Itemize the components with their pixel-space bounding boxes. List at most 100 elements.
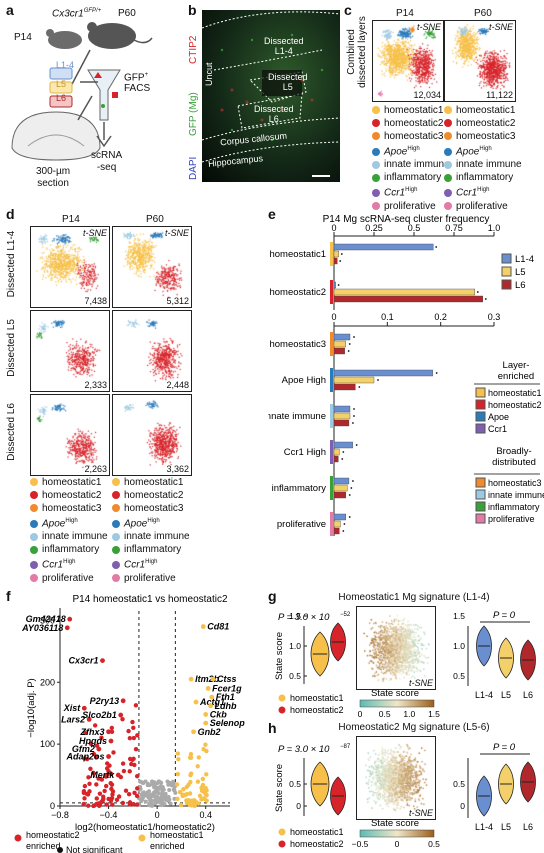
legend-dot [112, 491, 120, 500]
legend-label: inflammatory [488, 502, 540, 512]
point-h2 [135, 733, 140, 738]
tick-label: −0.4 [100, 810, 118, 820]
cluster-legend-c-right: homeostatic1 homeostatic2 homeostatic3 Apoe… [444, 104, 522, 213]
point-ns [160, 785, 165, 790]
point-h1 [189, 803, 194, 808]
point-h2 [104, 783, 109, 789]
legend-item-innate: innate immune [30, 530, 108, 543]
legend-label: innate immune [124, 531, 190, 543]
region-l6: Dissected L6 [254, 104, 294, 124]
point-h2 [94, 782, 99, 787]
colorbar-tick: 1.5 [428, 709, 440, 719]
tick-label: 0.5 [408, 223, 421, 233]
point-h2 [94, 801, 99, 807]
point-h1 [181, 787, 186, 792]
point-h2 [133, 747, 139, 752]
gene-label: Selenop [210, 718, 246, 728]
point-ns [143, 779, 148, 784]
tick-label: 0.5 [289, 779, 301, 789]
legend-item-homeostatic2: homeostatic2 [372, 117, 450, 130]
panel-a-illustration [11, 22, 153, 161]
point-h2 [109, 729, 115, 734]
labelled-point [200, 624, 206, 629]
tick-label: 0.2 [434, 312, 447, 322]
point-ns [160, 794, 165, 799]
p60-label: P60 [118, 8, 136, 19]
c-col-p60: P60 [474, 8, 492, 19]
point-h2 [87, 789, 92, 794]
legend-item-homeostatic1: homeostatic1 [372, 104, 450, 117]
legend-dot [372, 202, 380, 211]
point-h1 [204, 748, 209, 754]
tsne-label: t-SNE [488, 22, 513, 32]
point-h1 [175, 751, 181, 756]
tsne-label: t-SNE [82, 228, 107, 238]
labelled-point [64, 625, 70, 631]
legend-label: homeostatic2 [290, 705, 344, 715]
large-mouse-icon [88, 23, 136, 49]
legend-item-innate: innate immune [112, 530, 190, 543]
point-h2 [127, 800, 133, 805]
point-ns [167, 787, 172, 792]
legend-sup: High [479, 146, 492, 152]
panel-label-c: c [344, 2, 352, 18]
legend-swatch [475, 387, 486, 398]
scrna-label: scRNA -seq [91, 150, 123, 173]
p14-label: P14 [14, 32, 32, 43]
data-point [350, 487, 353, 489]
legend-sup: High [477, 187, 490, 194]
legend-dot [278, 828, 286, 836]
tick-label: 0 [460, 801, 465, 811]
point-h1 [196, 755, 202, 760]
bar-l5 [333, 484, 348, 492]
volcano-plot: P14 homeostatic1 vs homeostatic2 −0.8 −0.4… [14, 594, 246, 853]
legend-dot [444, 132, 452, 141]
d-col-p14: P14 [62, 214, 80, 225]
labelled-point [191, 729, 196, 735]
tick-label: 1.0 [289, 641, 301, 651]
data-point [435, 372, 438, 374]
tick-label: 0.5 [453, 671, 465, 681]
point-h1 [174, 782, 180, 787]
legend-swatch [501, 266, 512, 277]
legend-dot [112, 532, 120, 541]
legend-swatch [475, 513, 486, 524]
point-h1 [188, 752, 194, 757]
point-ns [160, 800, 165, 805]
bar-l14 [333, 243, 434, 251]
bar-l6 [333, 419, 350, 427]
legend-label: innate immune [488, 490, 544, 500]
point-h2 [130, 719, 135, 725]
category-label: Ccr1 High [284, 447, 326, 458]
data-point [348, 516, 351, 518]
point-h2 [81, 790, 87, 796]
panel-label-e: e [268, 206, 276, 222]
category-label: homeostatic2 [269, 287, 326, 298]
point-h2 [108, 798, 114, 803]
legend-item-homeostatic3: homeostatic3 [372, 130, 450, 143]
legend-dot [112, 504, 120, 513]
labelled-point [118, 712, 124, 718]
p-exponent: −52 [340, 612, 351, 618]
point-h2 [88, 766, 93, 772]
point-h2 [110, 802, 115, 807]
legend-item-apoe: ApoeHigh [444, 143, 522, 158]
legend-label: homeostatic3 [42, 503, 102, 514]
combined-layers-label: Combined dissected layers [346, 16, 368, 88]
category-color-strip [330, 242, 333, 266]
tube-l5-label: L5 [56, 79, 67, 89]
data-point [343, 523, 346, 525]
legend-label: L6 [515, 280, 526, 291]
legend-label: homeostatic1 [456, 105, 516, 116]
gene-label: Slco2b1 [82, 710, 117, 720]
gene-label: Actg1 [199, 697, 225, 707]
legend-dot [14, 834, 22, 842]
legend-dot [444, 119, 452, 128]
legend-label: proliferative [488, 514, 535, 524]
data-point [340, 253, 343, 255]
point-h1 [184, 784, 189, 790]
gene-label: Adap2os [66, 752, 105, 762]
category-label: Apoe High [282, 375, 326, 386]
legend-dot [30, 574, 38, 583]
panel-label-d: d [6, 206, 15, 222]
